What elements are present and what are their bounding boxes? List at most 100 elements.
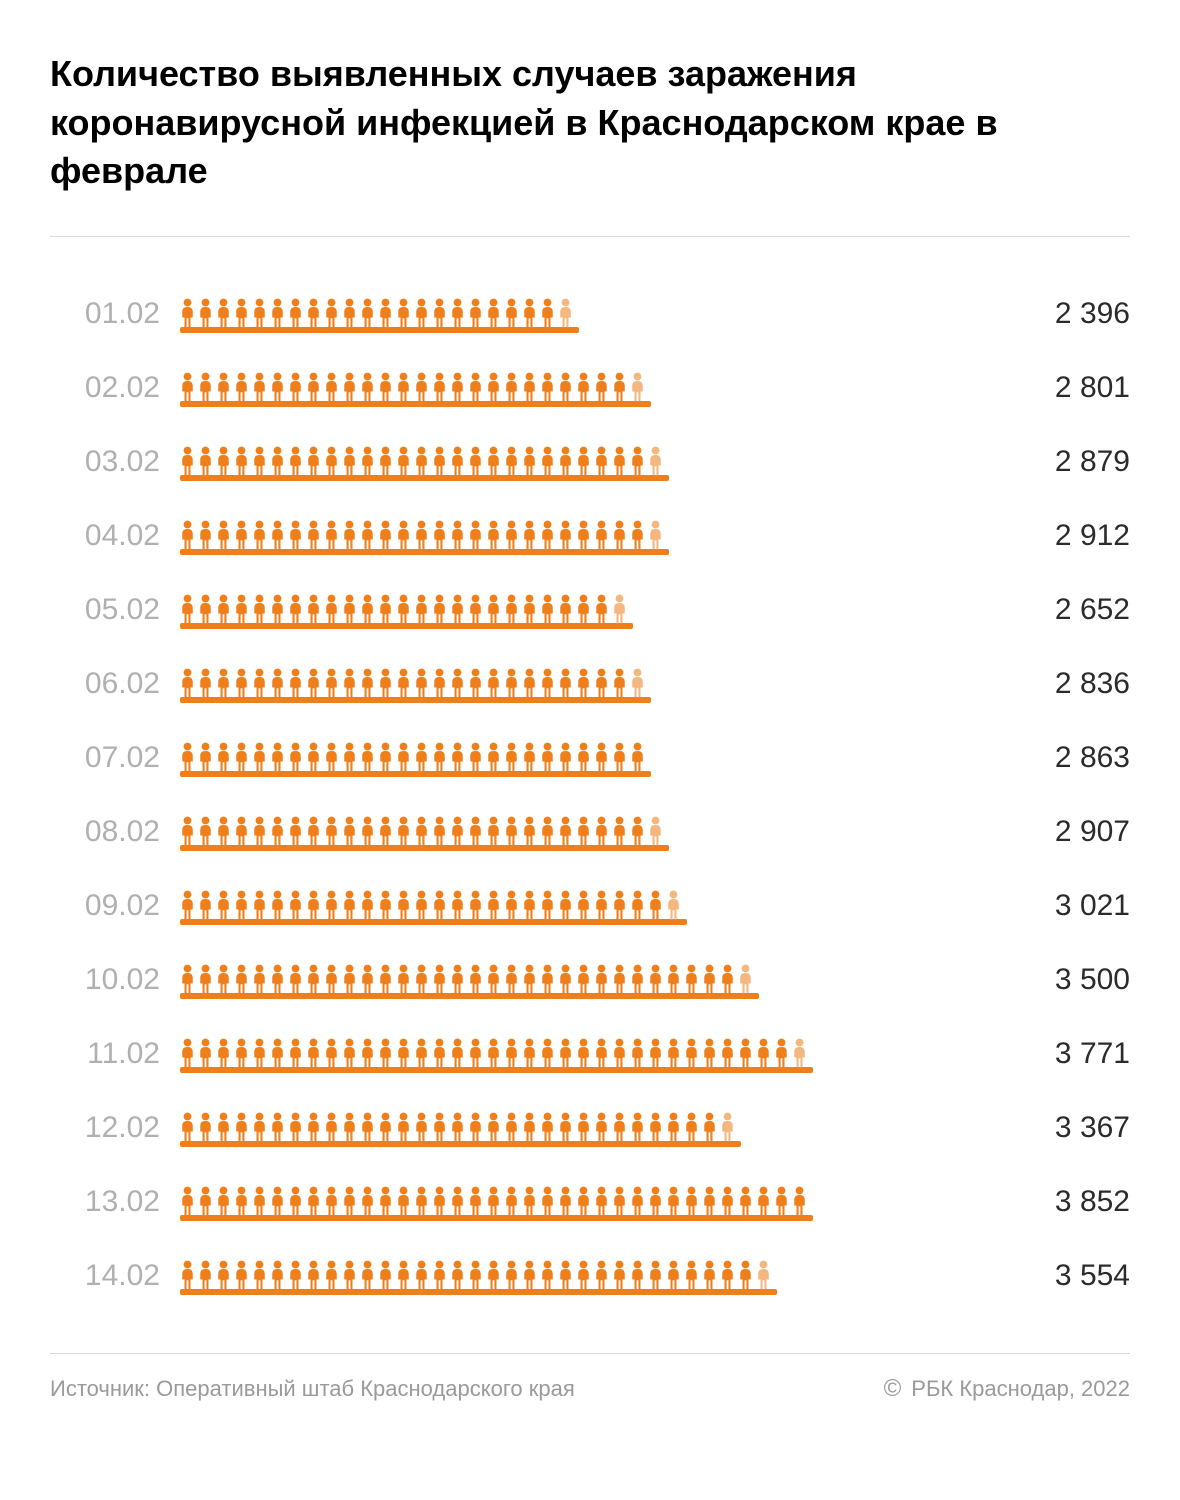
person-icon — [288, 298, 303, 328]
person-icon — [612, 668, 627, 698]
person-icon — [198, 1038, 213, 1068]
person-icon — [630, 520, 645, 550]
person-icon — [486, 446, 501, 476]
person-icon — [576, 890, 591, 920]
person-icon — [414, 742, 429, 772]
person-icon — [432, 1038, 447, 1068]
person-icon — [216, 890, 231, 920]
people-icons — [180, 1112, 735, 1142]
person-icon — [450, 372, 465, 402]
person-icon — [684, 1260, 699, 1290]
person-icon — [576, 446, 591, 476]
person-icon — [234, 816, 249, 846]
person-icon — [612, 1038, 627, 1068]
person-icon — [558, 742, 573, 772]
person-icon — [306, 668, 321, 698]
person-icon — [396, 964, 411, 994]
person-icon — [648, 816, 663, 846]
person-icon — [504, 816, 519, 846]
person-icon — [612, 446, 627, 476]
person-icon — [198, 1260, 213, 1290]
person-icon — [522, 1112, 537, 1142]
person-icon — [234, 742, 249, 772]
person-icon — [306, 372, 321, 402]
person-icon — [198, 668, 213, 698]
person-icon — [198, 1112, 213, 1142]
person-icon — [594, 668, 609, 698]
row-value: 2 879 — [980, 445, 1130, 479]
person-icon — [630, 1186, 645, 1216]
person-icon — [252, 816, 267, 846]
person-icon — [342, 964, 357, 994]
person-icon — [702, 1186, 717, 1216]
person-icon — [216, 964, 231, 994]
person-icon — [252, 520, 267, 550]
person-icon — [342, 594, 357, 624]
person-icon — [738, 964, 753, 994]
person-icon — [234, 1186, 249, 1216]
person-icon — [306, 1260, 321, 1290]
person-icon — [198, 964, 213, 994]
person-icon — [612, 520, 627, 550]
row-value: 2 836 — [980, 667, 1130, 701]
person-icon — [576, 964, 591, 994]
person-icon — [288, 890, 303, 920]
person-icon — [540, 1112, 555, 1142]
person-icon — [378, 890, 393, 920]
person-icon — [396, 1260, 411, 1290]
person-icon — [414, 1038, 429, 1068]
person-icon — [594, 372, 609, 402]
person-icon — [648, 964, 663, 994]
person-icon — [450, 742, 465, 772]
person-icon — [522, 298, 537, 328]
person-icon — [792, 1038, 807, 1068]
row-bar — [180, 1181, 980, 1223]
person-icon — [450, 446, 465, 476]
row-bar — [180, 885, 980, 927]
person-icon — [288, 1186, 303, 1216]
people-icons — [180, 890, 681, 920]
person-icon — [270, 298, 285, 328]
person-icon — [738, 1038, 753, 1068]
person-icon — [576, 520, 591, 550]
person-icon — [288, 520, 303, 550]
person-icon — [792, 1186, 807, 1216]
person-icon — [288, 1112, 303, 1142]
person-icon — [288, 964, 303, 994]
person-icon — [342, 816, 357, 846]
person-icon — [198, 594, 213, 624]
person-icon — [630, 372, 645, 402]
person-icon — [324, 1260, 339, 1290]
person-icon — [342, 668, 357, 698]
person-icon — [324, 298, 339, 328]
row-date: 11.02 — [50, 1037, 180, 1071]
person-icon — [774, 1186, 789, 1216]
person-icon — [180, 964, 195, 994]
person-icon — [630, 1260, 645, 1290]
row-bar — [180, 515, 980, 557]
person-icon — [630, 1038, 645, 1068]
data-row: 10.02 — [50, 943, 1130, 1017]
person-icon — [486, 816, 501, 846]
data-row: 14.02 — [50, 1239, 1130, 1313]
row-value: 3 554 — [980, 1259, 1130, 1293]
person-icon — [288, 1038, 303, 1068]
person-icon — [702, 1112, 717, 1142]
people-icons — [180, 668, 645, 698]
person-icon — [468, 372, 483, 402]
person-icon — [504, 1260, 519, 1290]
person-icon — [396, 372, 411, 402]
person-icon — [540, 1260, 555, 1290]
person-icon — [216, 668, 231, 698]
person-icon — [342, 890, 357, 920]
person-icon — [252, 1112, 267, 1142]
person-icon — [450, 298, 465, 328]
person-icon — [612, 1112, 627, 1142]
person-icon — [252, 890, 267, 920]
data-row: 13.02 — [50, 1165, 1130, 1239]
person-icon — [666, 964, 681, 994]
person-icon — [342, 372, 357, 402]
row-date: 01.02 — [50, 297, 180, 331]
person-icon — [468, 298, 483, 328]
person-icon — [432, 1260, 447, 1290]
